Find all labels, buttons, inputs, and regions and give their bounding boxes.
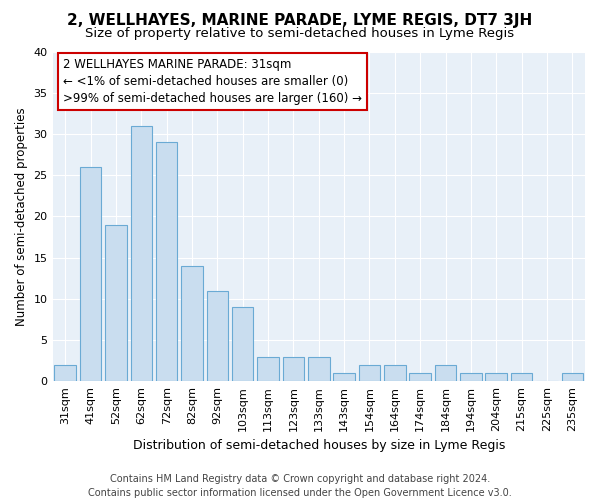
Bar bbox=[131, 126, 152, 382]
Bar bbox=[257, 356, 279, 382]
Bar bbox=[334, 373, 355, 382]
Bar bbox=[460, 373, 482, 382]
Y-axis label: Number of semi-detached properties: Number of semi-detached properties bbox=[15, 107, 28, 326]
Text: Size of property relative to semi-detached houses in Lyme Regis: Size of property relative to semi-detach… bbox=[85, 28, 515, 40]
Text: 2 WELLHAYES MARINE PARADE: 31sqm
← <1% of semi-detached houses are smaller (0)
>: 2 WELLHAYES MARINE PARADE: 31sqm ← <1% o… bbox=[63, 58, 362, 105]
Bar bbox=[562, 373, 583, 382]
Bar bbox=[181, 266, 203, 382]
Bar bbox=[485, 373, 507, 382]
Bar bbox=[435, 365, 457, 382]
X-axis label: Distribution of semi-detached houses by size in Lyme Regis: Distribution of semi-detached houses by … bbox=[133, 440, 505, 452]
Text: 2, WELLHAYES, MARINE PARADE, LYME REGIS, DT7 3JH: 2, WELLHAYES, MARINE PARADE, LYME REGIS,… bbox=[67, 12, 533, 28]
Bar bbox=[409, 373, 431, 382]
Bar bbox=[80, 167, 101, 382]
Text: Contains HM Land Registry data © Crown copyright and database right 2024.
Contai: Contains HM Land Registry data © Crown c… bbox=[88, 474, 512, 498]
Bar bbox=[105, 224, 127, 382]
Bar bbox=[156, 142, 178, 382]
Bar bbox=[206, 290, 228, 382]
Bar bbox=[283, 356, 304, 382]
Bar bbox=[308, 356, 329, 382]
Bar bbox=[359, 365, 380, 382]
Bar bbox=[232, 307, 253, 382]
Bar bbox=[384, 365, 406, 382]
Bar bbox=[511, 373, 532, 382]
Bar bbox=[55, 365, 76, 382]
